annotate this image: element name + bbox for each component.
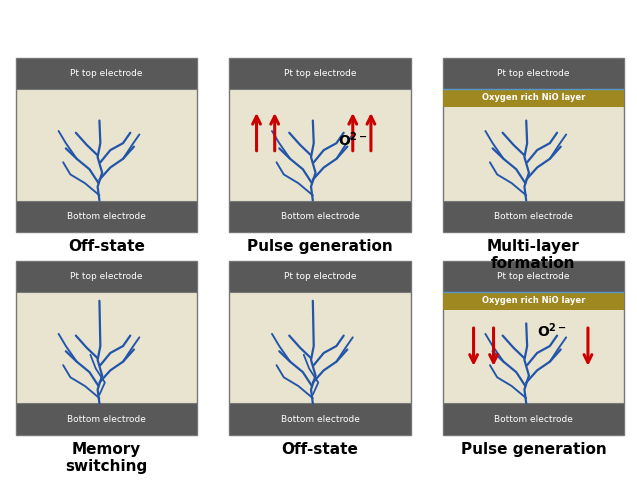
Text: Bottom electrode: Bottom electrode	[281, 414, 359, 424]
Text: Memory
switching: Memory switching	[66, 442, 148, 474]
Text: Pulse generation: Pulse generation	[247, 239, 393, 254]
Text: Bottom electrode: Bottom electrode	[494, 414, 573, 424]
Text: $\mathbf{O^{2-}}$: $\mathbf{O^{2-}}$	[537, 321, 567, 340]
Text: Off-state: Off-state	[282, 442, 359, 457]
Bar	[229, 58, 411, 89]
Bar	[443, 89, 624, 107]
Text: $\mathbf{O^{2-}}$: $\mathbf{O^{2-}}$	[338, 130, 368, 149]
Bar	[16, 200, 197, 232]
Text: Pt top electrode: Pt top electrode	[284, 272, 356, 281]
Bar	[229, 261, 411, 292]
Bar	[229, 200, 411, 232]
Bar	[16, 403, 197, 435]
Text: Oxygen rich NiO layer: Oxygen rich NiO layer	[482, 93, 585, 102]
Text: Oxygen rich NiO layer: Oxygen rich NiO layer	[482, 296, 585, 305]
Text: Bottom electrode: Bottom electrode	[281, 212, 359, 221]
Bar	[443, 403, 624, 435]
Text: Pt top electrode: Pt top electrode	[71, 272, 143, 281]
Text: Bottom electrode: Bottom electrode	[68, 414, 146, 424]
Text: Pt top electrode: Pt top electrode	[71, 69, 143, 78]
Text: Pt top electrode: Pt top electrode	[497, 69, 569, 78]
Bar	[16, 261, 197, 292]
Text: Pt top electrode: Pt top electrode	[284, 69, 356, 78]
Text: Bottom electrode: Bottom electrode	[494, 212, 573, 221]
Bar	[443, 261, 624, 292]
Bar	[443, 292, 624, 310]
Text: Pulse generation: Pulse generation	[461, 442, 606, 457]
Bar	[443, 200, 624, 232]
Text: Bottom electrode: Bottom electrode	[68, 212, 146, 221]
Text: Multi-layer
formation: Multi-layer formation	[487, 239, 580, 271]
Text: Pt top electrode: Pt top electrode	[497, 272, 569, 281]
Text: Off-state: Off-state	[68, 239, 145, 254]
Bar	[229, 403, 411, 435]
Bar	[443, 58, 624, 89]
Bar	[16, 58, 197, 89]
